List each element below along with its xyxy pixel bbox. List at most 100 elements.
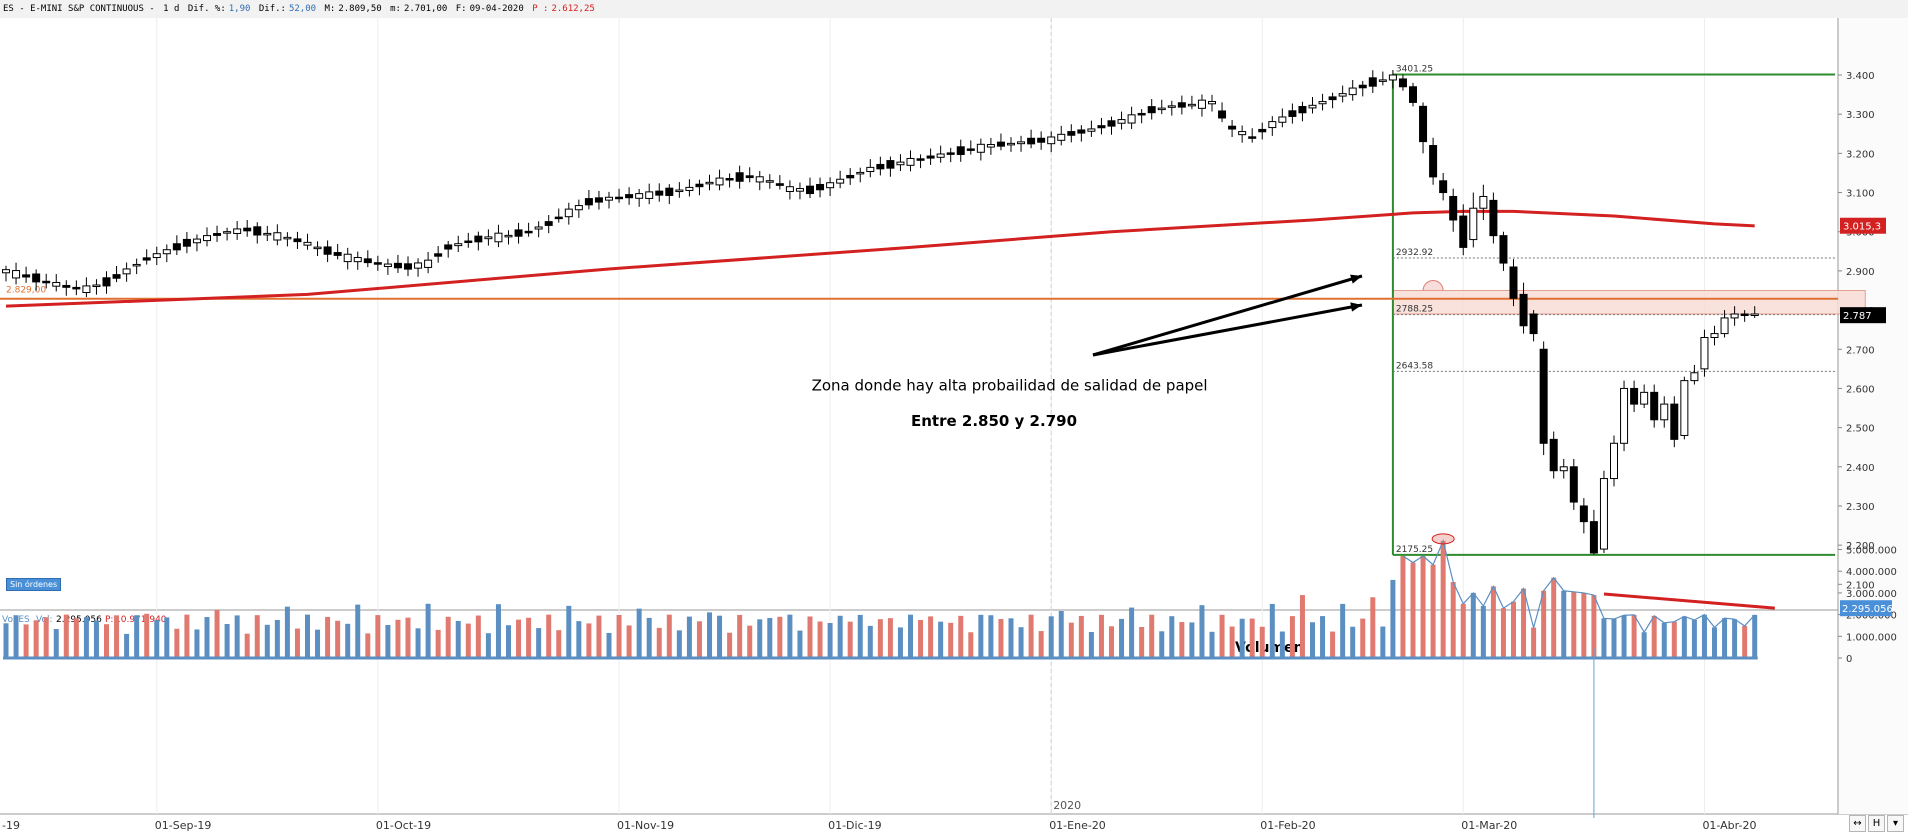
- x-tick-label: 01-Feb-20: [1260, 819, 1315, 832]
- volume-bar: [1561, 590, 1567, 658]
- volume-bar: [636, 608, 642, 658]
- candle-bear: [1519, 293, 1528, 327]
- volume-bar: [1159, 631, 1165, 658]
- volume-bar: [1450, 582, 1456, 658]
- candle-bull: [795, 188, 804, 192]
- volume-last-tag-bg: [1840, 600, 1892, 617]
- candle-bull: [906, 157, 915, 166]
- candle-bear: [243, 227, 252, 232]
- candle-bull: [1750, 313, 1759, 316]
- volume-bar: [1591, 595, 1597, 658]
- candle-bull: [1167, 105, 1176, 108]
- volume-bar: [1350, 626, 1356, 658]
- volume-bar: [465, 623, 471, 658]
- candle-bull: [936, 153, 945, 158]
- volume-bar: [807, 616, 813, 658]
- candle-bull: [1610, 442, 1618, 480]
- candle-bear: [544, 221, 553, 226]
- candle-bear: [594, 197, 603, 203]
- candle-bear: [22, 274, 31, 278]
- volume-bar: [1098, 614, 1104, 658]
- volume-tick-label: 0: [1846, 654, 1852, 665]
- volume-bar: [1048, 616, 1054, 658]
- volume-bar: [897, 627, 903, 658]
- volume-bar: [777, 616, 783, 658]
- volume-bar: [3, 623, 9, 658]
- candle-bull: [223, 231, 232, 234]
- volume-bar: [315, 629, 321, 658]
- volume-bar: [144, 613, 150, 658]
- candle-bull: [82, 285, 91, 294]
- dropdown-button[interactable]: ▾: [1887, 815, 1904, 832]
- candle-bull: [836, 178, 845, 184]
- volume-bar: [1641, 632, 1647, 658]
- x-tick-label: 01-Abr-20: [1702, 819, 1756, 832]
- volume-bar: [516, 619, 522, 658]
- candle-bear: [1398, 78, 1407, 88]
- candle-bull: [454, 243, 463, 247]
- volume-bar: [938, 621, 944, 658]
- candle-bull: [1197, 99, 1206, 109]
- candle-bull: [605, 196, 613, 201]
- candle-bear: [1630, 387, 1639, 405]
- change-pct-label: Dif. %:: [187, 4, 226, 14]
- candle-bear: [404, 263, 412, 270]
- volume-bar: [114, 615, 120, 658]
- volume-bar: [1521, 588, 1527, 658]
- volume-bar: [546, 614, 552, 658]
- candle-bull: [414, 262, 423, 269]
- volume-bar: [475, 615, 481, 658]
- candle-bull: [1720, 317, 1729, 335]
- volume-bar: [134, 615, 140, 658]
- volume-bar: [787, 614, 793, 658]
- fib-level-label: 2175.25: [1396, 545, 1433, 555]
- price-tick-label: 2.200: [1846, 541, 1875, 552]
- candle-bear: [665, 187, 674, 196]
- volume-bar: [1320, 616, 1326, 658]
- candle-bull: [1690, 372, 1699, 382]
- candle-bull: [705, 181, 714, 185]
- fib-level-label: 2788.25: [1396, 305, 1433, 315]
- volume-bar: [335, 620, 341, 658]
- candle-bull: [152, 253, 161, 259]
- candle-bull: [856, 171, 865, 175]
- candle-bull: [534, 226, 543, 230]
- candle-bull: [52, 281, 61, 287]
- volume-tick-label: 3.000.000: [1846, 589, 1897, 600]
- candle-bear: [1459, 215, 1468, 248]
- volume-bar: [1109, 626, 1114, 658]
- candle-bear: [142, 257, 151, 261]
- volume-bar: [405, 617, 411, 658]
- save-button[interactable]: H: [1868, 815, 1885, 832]
- volume-bar: [244, 633, 250, 658]
- candle-bear: [1218, 110, 1227, 119]
- price-tick-label: 2.400: [1846, 463, 1875, 474]
- volume-bar: [626, 625, 632, 658]
- volume-bar: [1229, 626, 1235, 658]
- scroll-button[interactable]: ↔: [1849, 815, 1866, 832]
- no-orders-badge[interactable]: Sin órdenes: [6, 578, 62, 591]
- candle-bear: [1258, 128, 1267, 133]
- candle-bear: [444, 244, 453, 250]
- volume-bar: [968, 632, 974, 658]
- highlight-arc: [1422, 279, 1444, 291]
- fib-level-label: 2643.58: [1396, 361, 1433, 371]
- volume-bar: [355, 604, 361, 658]
- candle-bear: [1569, 466, 1578, 503]
- volume-bar: [23, 624, 29, 658]
- volume-bar: [214, 609, 220, 658]
- candle-bull: [504, 234, 513, 238]
- candle-bear: [1579, 505, 1588, 523]
- volume-bar: [707, 612, 712, 658]
- price-and-volume-chart[interactable]: -19 01-Sep-19 01-Oct-19 01-Nov-19 01-Dic-19 0…: [0, 18, 1908, 833]
- volume-bar: [857, 614, 863, 658]
- x-tick-label: 01-Ene-20: [1049, 819, 1106, 832]
- candle-bear: [1529, 313, 1538, 335]
- volume-bar: [847, 621, 853, 658]
- x-tick-label: 01-Nov-19: [617, 819, 674, 832]
- volume-bar: [1500, 608, 1506, 658]
- candle-bull: [645, 191, 654, 199]
- volume-bar: [1651, 615, 1657, 658]
- volume-bar: [1179, 622, 1185, 658]
- candle-bull: [203, 235, 211, 242]
